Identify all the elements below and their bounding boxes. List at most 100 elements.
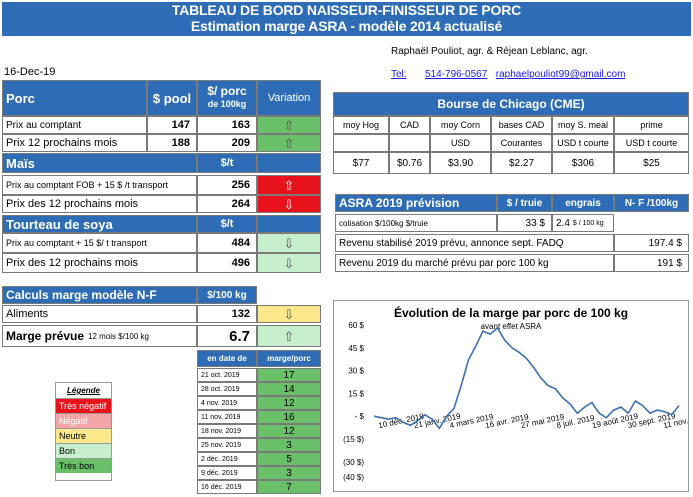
up-arrow-icon: ⇧	[283, 328, 295, 344]
soya-header-blank	[257, 215, 321, 233]
aliments-variation: ⇩	[257, 305, 321, 323]
porc-row-12mois-variation: ⇧	[257, 134, 321, 152]
y-tick-label: 45 $	[348, 344, 364, 353]
porc-header: Porc	[2, 80, 147, 116]
soya-header: Tourteau de soya	[2, 215, 197, 233]
dashboard-subtitle: Estimation marge ASRA - modèle 2014 actu…	[2, 18, 691, 36]
mais-header-blank	[257, 153, 321, 173]
mais-row-12mois-variation: ⇩	[257, 195, 321, 213]
porc-col-pool: $ pool	[147, 80, 197, 116]
y-tick-label: (30 $)	[343, 458, 364, 467]
chicago-col-label: bases CAD	[491, 116, 552, 134]
mais-header: Maïs	[2, 153, 197, 173]
history-row-date: 28 oct. 2019	[197, 382, 257, 396]
revenu-stab-label: Revenu stabilisé 2019 prévu, annonce sep…	[335, 234, 614, 252]
history-col-date: en date de	[197, 350, 257, 367]
mais-row-comptant-variation: ⇧	[257, 175, 321, 195]
mais-row-12mois-label: Prix des 12 prochains mois	[2, 195, 197, 213]
y-tick-label: 30 $	[348, 367, 364, 376]
history-row-date: 25 nov. 2019	[197, 438, 257, 452]
chicago-col-value: $306	[552, 152, 614, 174]
porc-col-porc: $/ porc de 100kg	[197, 80, 257, 116]
y-tick-label: 60 $	[348, 321, 364, 330]
down-arrow-icon: ⇩	[283, 235, 295, 251]
margin-chart-svg: Évolution de la marge par porc de 100 kg…	[343, 305, 693, 482]
margin-chart: Évolution de la marge par porc de 100 kg…	[333, 300, 693, 492]
y-tick-label: (40 $)	[343, 473, 364, 482]
chicago-col-unit: Courantes	[491, 134, 552, 152]
history-row-value: 14	[257, 382, 321, 396]
history-col-marge: marge/porc	[257, 350, 321, 367]
history-row-date: 18 nov. 2019	[197, 424, 257, 438]
marge-variation: ⇧	[257, 325, 321, 347]
soya-unit: $/t	[197, 215, 257, 233]
up-arrow-icon: ⇧	[283, 135, 295, 151]
chart-subtitle: avant effet ASRA	[481, 322, 542, 331]
asra-col-engrais: engrais	[552, 194, 614, 212]
porc-row-comptant-pool: 147	[147, 116, 197, 134]
soya-row-comptant-label: Prix au comptant + 15 $/ t transport	[2, 233, 197, 253]
history-row-date: 9 déc. 2019	[197, 466, 257, 480]
asra-col-nf: N- F /100kg	[614, 194, 689, 212]
history-row-date: 16 déc. 2019	[197, 480, 257, 494]
calculs-unit: $/100 kg	[197, 286, 257, 304]
history-row-date: 21 oct. 2019	[197, 368, 257, 382]
up-arrow-icon: ⇧	[283, 177, 295, 193]
down-arrow-icon: ⇩	[283, 255, 295, 271]
revenu-marche-label: Revenu 2019 du marché prévu par porc 100…	[335, 254, 614, 272]
y-tick-label: (15 $)	[343, 435, 364, 444]
history-row-value: 7	[257, 480, 321, 494]
chicago-col-label: moy Hog	[333, 116, 389, 134]
chicago-col-unit: USD t courte	[614, 134, 689, 152]
cotisation-label: cotisation $/100kg $/truie	[335, 214, 497, 232]
chicago-col-value: $77	[333, 152, 389, 174]
marge-value: 6.7	[197, 325, 257, 347]
chicago-col-unit	[389, 134, 430, 152]
soya-row-comptant-value: 484	[197, 233, 257, 253]
porc-row-12mois-pool: 188	[147, 134, 197, 152]
chicago-col-value: $25	[614, 152, 689, 174]
chicago-col-unit: USD t courte	[552, 134, 614, 152]
history-row-value: 16	[257, 410, 321, 424]
porc-row-comptant-value: 163	[197, 116, 257, 134]
soya-row-12mois-variation: ⇩	[257, 253, 321, 273]
soya-row-comptant-variation: ⇩	[257, 233, 321, 253]
engrais-unit: $ / 100 kg	[572, 219, 604, 227]
cotisation-value: 33 $	[497, 214, 552, 232]
chicago-col-unit	[333, 134, 389, 152]
mais-row-12mois-value: 264	[197, 195, 257, 213]
legend-item-tres-bon: Très bon	[56, 458, 111, 473]
revenu-stab-value: 197.4 $	[614, 234, 689, 252]
down-arrow-icon: ⇩	[283, 196, 295, 212]
history-row-value: 5	[257, 452, 321, 466]
marge-sub: 12 mois $/100 kg	[88, 331, 149, 341]
history-row-value: 3	[257, 438, 321, 452]
down-arrow-icon: ⇩	[283, 306, 295, 322]
email-link[interactable]: raphaelpouliot99@gmail.com	[495, 69, 626, 80]
history-row-date: 4 nov. 2019	[197, 396, 257, 410]
history-row-value: 3	[257, 466, 321, 480]
legend-title: Légende	[67, 386, 100, 395]
porc-col-porc-sub: de 100kg	[207, 99, 247, 109]
history-row-value: 12	[257, 424, 321, 438]
mais-row-comptant-label: Prix au comptant FOB + 15 $ /t transport	[2, 175, 197, 195]
dashboard-title: TABLEAU DE BORD NAISSEUR-FINISSEUR DE PO…	[2, 2, 691, 18]
asra-col-truie: $ / truie	[497, 194, 552, 212]
margin-series-line	[373, 326, 680, 430]
porc-row-comptant-label: Prix au comptant	[2, 116, 147, 134]
porc-col-porc-label: $/ porc	[207, 84, 247, 98]
revenu-marche-value: 191 $	[614, 254, 689, 272]
legend-item-neutre: Neutre	[56, 428, 111, 443]
history-row-value: 17	[257, 368, 321, 382]
marge-label: Marge prévue	[6, 329, 85, 343]
chicago-col-label: prime	[614, 116, 689, 134]
legend-item-tres-negatif: Très négatif	[56, 398, 111, 413]
soya-row-12mois-label: Prix des 12 prochains mois	[2, 253, 197, 273]
chicago-header: Bourse de Chicago (CME)	[333, 92, 689, 116]
marge-label-cell: Marge prévue 12 mois $/100 kg	[2, 325, 197, 347]
phone-link[interactable]: 514-796-0567	[425, 69, 488, 80]
report-date: 16-Dec-19	[4, 66, 56, 78]
porc-row-12mois-value: 209	[197, 134, 257, 152]
mais-row-comptant-value: 256	[197, 175, 257, 195]
chicago-col-unit: USD	[430, 134, 491, 152]
